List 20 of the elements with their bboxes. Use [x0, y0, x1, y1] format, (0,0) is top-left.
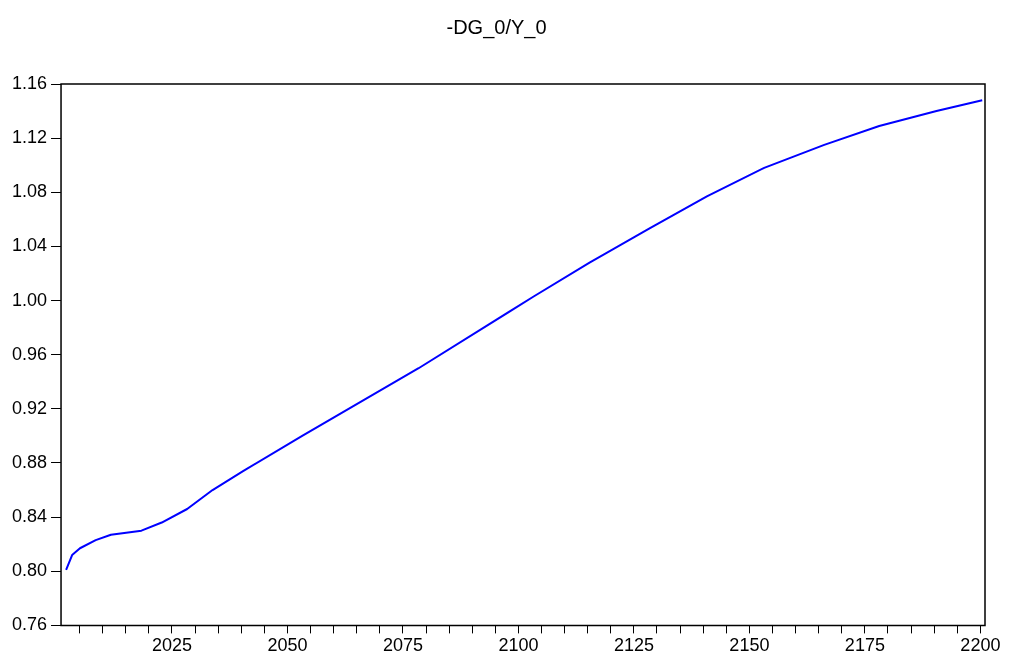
y-tick-label: 0.88	[11, 451, 48, 472]
x-tick-label: 2025	[151, 635, 192, 656]
y-tick-label: 1.04	[11, 235, 48, 256]
y-tick-label: 1.16	[11, 72, 48, 93]
y-tick-label: 1.00	[11, 289, 48, 310]
y-tick-label: 0.76	[11, 614, 48, 635]
y-tick-label: 0.96	[11, 343, 48, 364]
x-tick-label: 2050	[267, 635, 308, 656]
y-tick-label: 0.80	[11, 560, 48, 581]
y-tick-label: 1.08	[11, 181, 48, 202]
chart-title: -DG_0/Y_0	[446, 15, 547, 39]
x-tick-label: 2075	[382, 635, 423, 656]
x-tick-label: 2125	[613, 635, 654, 656]
x-tick-label: 2100	[498, 635, 539, 656]
y-tick-label: 1.12	[11, 127, 48, 148]
y-tick-label: 0.84	[11, 506, 48, 527]
x-tick-label: 2200	[960, 635, 1001, 656]
y-tick-label: 0.92	[11, 397, 48, 418]
x-tick-label: 2175	[844, 635, 885, 656]
x-tick-label: 2150	[729, 635, 770, 656]
